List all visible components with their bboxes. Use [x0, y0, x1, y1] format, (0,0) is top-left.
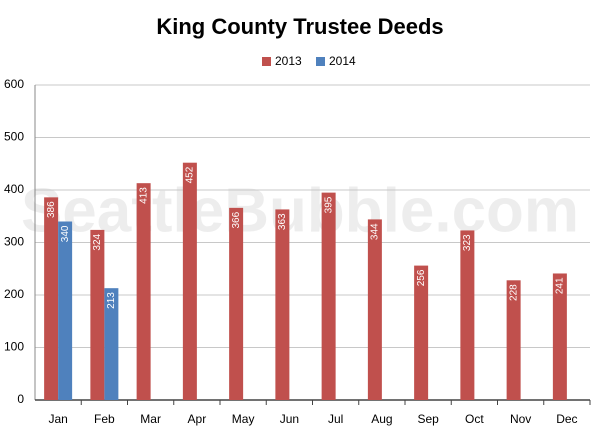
data-label: 340 — [60, 225, 71, 242]
y-tick-label: 300 — [4, 235, 24, 249]
data-label: 366 — [231, 211, 242, 228]
x-tick-label: Sep — [417, 412, 439, 426]
bar — [136, 183, 151, 400]
bar — [275, 209, 290, 400]
data-label: 241 — [555, 277, 566, 294]
y-tick-label: 500 — [4, 130, 24, 144]
y-tick-label: 600 — [4, 77, 24, 91]
x-tick-label: Aug — [371, 412, 392, 426]
y-tick-label: 100 — [4, 340, 24, 354]
x-tick-label: Mar — [140, 412, 161, 426]
x-tick-label: Jan — [48, 412, 67, 426]
bar — [182, 162, 197, 400]
watermark: SeattleBubble.com — [21, 176, 579, 245]
bar — [58, 221, 73, 400]
data-label: 344 — [370, 223, 381, 240]
x-tick-label: Apr — [188, 412, 207, 426]
bar — [90, 229, 105, 400]
data-label: 213 — [106, 292, 117, 309]
bar — [506, 280, 521, 400]
data-label: 386 — [46, 201, 57, 218]
legend-swatch — [316, 57, 325, 66]
bar — [44, 197, 59, 400]
legend-label: 2013 — [275, 54, 302, 68]
y-tick-label: 400 — [4, 182, 24, 196]
bar — [552, 273, 567, 400]
data-label: 363 — [277, 213, 288, 230]
legend-swatch — [262, 57, 271, 66]
bar — [104, 288, 119, 400]
data-label: 228 — [508, 284, 519, 301]
y-tick-label: 200 — [4, 287, 24, 301]
data-label: 256 — [416, 269, 427, 286]
x-tick-label: Feb — [94, 412, 115, 426]
x-tick-label: May — [232, 412, 255, 426]
data-label: 452 — [185, 166, 196, 183]
bar — [367, 219, 382, 400]
data-label: 323 — [462, 234, 473, 251]
data-label: 413 — [138, 187, 149, 204]
x-tick-label: Jul — [328, 412, 343, 426]
data-label: 395 — [323, 196, 334, 213]
bar — [229, 207, 244, 400]
legend-label: 2014 — [329, 54, 356, 68]
x-tick-label: Jun — [280, 412, 299, 426]
bar — [414, 265, 429, 400]
data-label: 324 — [92, 233, 103, 250]
bar — [460, 230, 475, 400]
x-tick-label: Nov — [510, 412, 531, 426]
bar — [321, 192, 336, 400]
x-tick-label: Oct — [465, 412, 484, 426]
x-tick-label: Dec — [556, 412, 577, 426]
y-tick-label: 0 — [17, 392, 24, 406]
chart-title: King County Trustee Deeds — [156, 14, 443, 39]
